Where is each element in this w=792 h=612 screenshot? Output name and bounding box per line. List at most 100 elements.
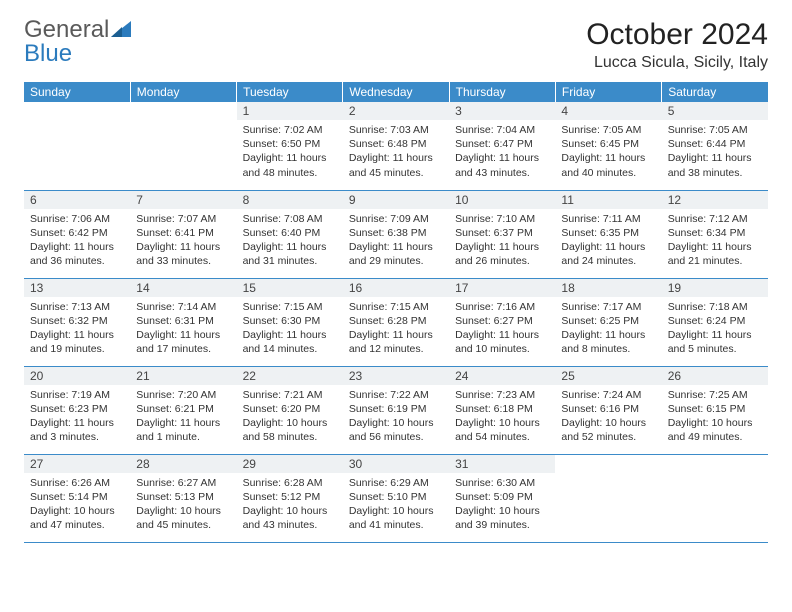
day-number: 20 <box>24 367 130 385</box>
sunrise-text: Sunrise: 7:25 AM <box>668 388 762 402</box>
day-data: Sunrise: 7:04 AMSunset: 6:47 PMDaylight:… <box>449 120 555 184</box>
day-number: 31 <box>449 455 555 473</box>
calendar-week: 1Sunrise: 7:02 AMSunset: 6:50 PMDaylight… <box>24 102 768 190</box>
day-data: Sunrise: 7:11 AMSunset: 6:35 PMDaylight:… <box>555 209 661 273</box>
day-number: 18 <box>555 279 661 297</box>
day-number: 17 <box>449 279 555 297</box>
sunrise-text: Sunrise: 7:13 AM <box>30 300 124 314</box>
daylight-text: Daylight: 11 hours and 40 minutes. <box>561 151 655 179</box>
sunrise-text: Sunrise: 7:02 AM <box>243 123 337 137</box>
calendar-cell: 16Sunrise: 7:15 AMSunset: 6:28 PMDayligh… <box>343 278 449 366</box>
day-data: Sunrise: 7:12 AMSunset: 6:34 PMDaylight:… <box>662 209 768 273</box>
sunrise-text: Sunrise: 7:17 AM <box>561 300 655 314</box>
day-number: 8 <box>237 191 343 209</box>
day-data: Sunrise: 7:15 AMSunset: 6:30 PMDaylight:… <box>237 297 343 361</box>
calendar-cell: 5 Sunrise: 7:05 AMSunset: 6:44 PMDaylight… <box>662 102 768 190</box>
daylight-text: Daylight: 11 hours and 17 minutes. <box>136 328 230 356</box>
day-data: Sunrise: 7:18 AMSunset: 6:24 PMDaylight:… <box>662 297 768 361</box>
calendar-cell: 6Sunrise: 7:06 AMSunset: 6:42 PMDaylight… <box>24 190 130 278</box>
daylight-text: Daylight: 11 hours and 36 minutes. <box>30 240 124 268</box>
brand-logo: GeneralBlue <box>24 18 129 66</box>
sunset-text: Sunset: 6:16 PM <box>561 402 655 416</box>
daylight-text: Daylight: 10 hours and 41 minutes. <box>349 504 443 532</box>
calendar-head: SundayMondayTuesdayWednesdayThursdayFrid… <box>24 82 768 102</box>
calendar-cell: 3Sunrise: 7:04 AMSunset: 6:47 PMDaylight… <box>449 102 555 190</box>
day-data: Sunrise: 7:09 AMSunset: 6:38 PMDaylight:… <box>343 209 449 273</box>
sunrise-text: Sunrise: 6:30 AM <box>455 476 549 490</box>
sunset-text: Sunset: 6:24 PM <box>668 314 762 328</box>
day-number: 6 <box>24 191 130 209</box>
day-data: Sunrise: 7:14 AMSunset: 6:31 PMDaylight:… <box>130 297 236 361</box>
day-data: Sunrise: 7:19 AMSunset: 6:23 PMDaylight:… <box>24 385 130 449</box>
daylight-text: Daylight: 11 hours and 21 minutes. <box>668 240 762 268</box>
sunset-text: Sunset: 6:25 PM <box>561 314 655 328</box>
sunset-text: Sunset: 6:45 PM <box>561 137 655 151</box>
calendar-cell: 1Sunrise: 7:02 AMSunset: 6:50 PMDaylight… <box>237 102 343 190</box>
weekday-header: Thursday <box>449 82 555 102</box>
day-data: Sunrise: 7:03 AMSunset: 6:48 PMDaylight:… <box>343 120 449 184</box>
calendar-cell: 26Sunrise: 7:25 AMSunset: 6:15 PMDayligh… <box>662 366 768 454</box>
page-title: October 2024 <box>586 18 768 52</box>
sunset-text: Sunset: 6:32 PM <box>30 314 124 328</box>
day-number: 22 <box>237 367 343 385</box>
calendar-cell: 11Sunrise: 7:11 AMSunset: 6:35 PMDayligh… <box>555 190 661 278</box>
calendar-cell <box>662 454 768 542</box>
sunrise-text: Sunrise: 7:15 AM <box>243 300 337 314</box>
calendar-cell <box>555 454 661 542</box>
sunrise-text: Sunrise: 7:06 AM <box>30 212 124 226</box>
daylight-text: Daylight: 11 hours and 8 minutes. <box>561 328 655 356</box>
daylight-text: Daylight: 11 hours and 29 minutes. <box>349 240 443 268</box>
day-number: 5 <box>662 102 768 120</box>
calendar-cell: 18 Sunrise: 7:17 AMSunset: 6:25 PMDayligh… <box>555 278 661 366</box>
sunset-text: Sunset: 6:44 PM <box>668 137 762 151</box>
daylight-text: Daylight: 10 hours and 43 minutes. <box>243 504 337 532</box>
day-data: Sunrise: 7:20 AMSunset: 6:21 PMDaylight:… <box>130 385 236 449</box>
calendar-cell: 4Sunrise: 7:05 AMSunset: 6:45 PMDaylight… <box>555 102 661 190</box>
sunset-text: Sunset: 5:14 PM <box>30 490 124 504</box>
day-number: 26 <box>662 367 768 385</box>
sunrise-text: Sunrise: 7:18 AM <box>668 300 762 314</box>
calendar-cell: 31Sunrise: 6:30 AMSunset: 5:09 PMDayligh… <box>449 454 555 542</box>
day-data: Sunrise: 7:23 AMSunset: 6:18 PMDaylight:… <box>449 385 555 449</box>
sunrise-text: Sunrise: 7:05 AM <box>668 123 762 137</box>
calendar-cell: 19Sunrise: 7:18 AMSunset: 6:24 PMDayligh… <box>662 278 768 366</box>
sunrise-text: Sunrise: 7:08 AM <box>243 212 337 226</box>
day-data: Sunrise: 7:25 AMSunset: 6:15 PMDaylight:… <box>662 385 768 449</box>
day-data: Sunrise: 7:08 AMSunset: 6:40 PMDaylight:… <box>237 209 343 273</box>
sunset-text: Sunset: 6:48 PM <box>349 137 443 151</box>
sunset-text: Sunset: 6:47 PM <box>455 137 549 151</box>
sunrise-text: Sunrise: 7:10 AM <box>455 212 549 226</box>
sunset-text: Sunset: 6:31 PM <box>136 314 230 328</box>
weekday-header: Friday <box>555 82 661 102</box>
calendar-table: SundayMondayTuesdayWednesdayThursdayFrid… <box>24 82 768 543</box>
day-number: 3 <box>449 102 555 120</box>
daylight-text: Daylight: 11 hours and 38 minutes. <box>668 151 762 179</box>
day-data: Sunrise: 7:21 AMSunset: 6:20 PMDaylight:… <box>237 385 343 449</box>
sunset-text: Sunset: 6:15 PM <box>668 402 762 416</box>
calendar-cell: 21Sunrise: 7:20 AMSunset: 6:21 PMDayligh… <box>130 366 236 454</box>
sunrise-text: Sunrise: 7:24 AM <box>561 388 655 402</box>
day-data: Sunrise: 7:13 AMSunset: 6:32 PMDaylight:… <box>24 297 130 361</box>
calendar-cell: 10Sunrise: 7:10 AMSunset: 6:37 PMDayligh… <box>449 190 555 278</box>
daylight-text: Daylight: 10 hours and 39 minutes. <box>455 504 549 532</box>
calendar-cell: 7Sunrise: 7:07 AMSunset: 6:41 PMDaylight… <box>130 190 236 278</box>
sunset-text: Sunset: 6:41 PM <box>136 226 230 240</box>
sunset-text: Sunset: 6:19 PM <box>349 402 443 416</box>
day-number: 4 <box>555 102 661 120</box>
calendar-cell: 24Sunrise: 7:23 AMSunset: 6:18 PMDayligh… <box>449 366 555 454</box>
day-data: Sunrise: 6:27 AMSunset: 5:13 PMDaylight:… <box>130 473 236 537</box>
daylight-text: Daylight: 11 hours and 19 minutes. <box>30 328 124 356</box>
day-number: 9 <box>343 191 449 209</box>
sunset-text: Sunset: 6:50 PM <box>243 137 337 151</box>
day-number: 19 <box>662 279 768 297</box>
daylight-text: Daylight: 11 hours and 14 minutes. <box>243 328 337 356</box>
daylight-text: Daylight: 10 hours and 52 minutes. <box>561 416 655 444</box>
day-data: Sunrise: 7:24 AMSunset: 6:16 PMDaylight:… <box>555 385 661 449</box>
calendar-cell: 25Sunrise: 7:24 AMSunset: 6:16 PMDayligh… <box>555 366 661 454</box>
calendar-cell: 27Sunrise: 6:26 AMSunset: 5:14 PMDayligh… <box>24 454 130 542</box>
daylight-text: Daylight: 11 hours and 48 minutes. <box>243 151 337 179</box>
sunset-text: Sunset: 6:37 PM <box>455 226 549 240</box>
sunrise-text: Sunrise: 7:09 AM <box>349 212 443 226</box>
sunrise-text: Sunrise: 7:04 AM <box>455 123 549 137</box>
sunset-text: Sunset: 6:35 PM <box>561 226 655 240</box>
